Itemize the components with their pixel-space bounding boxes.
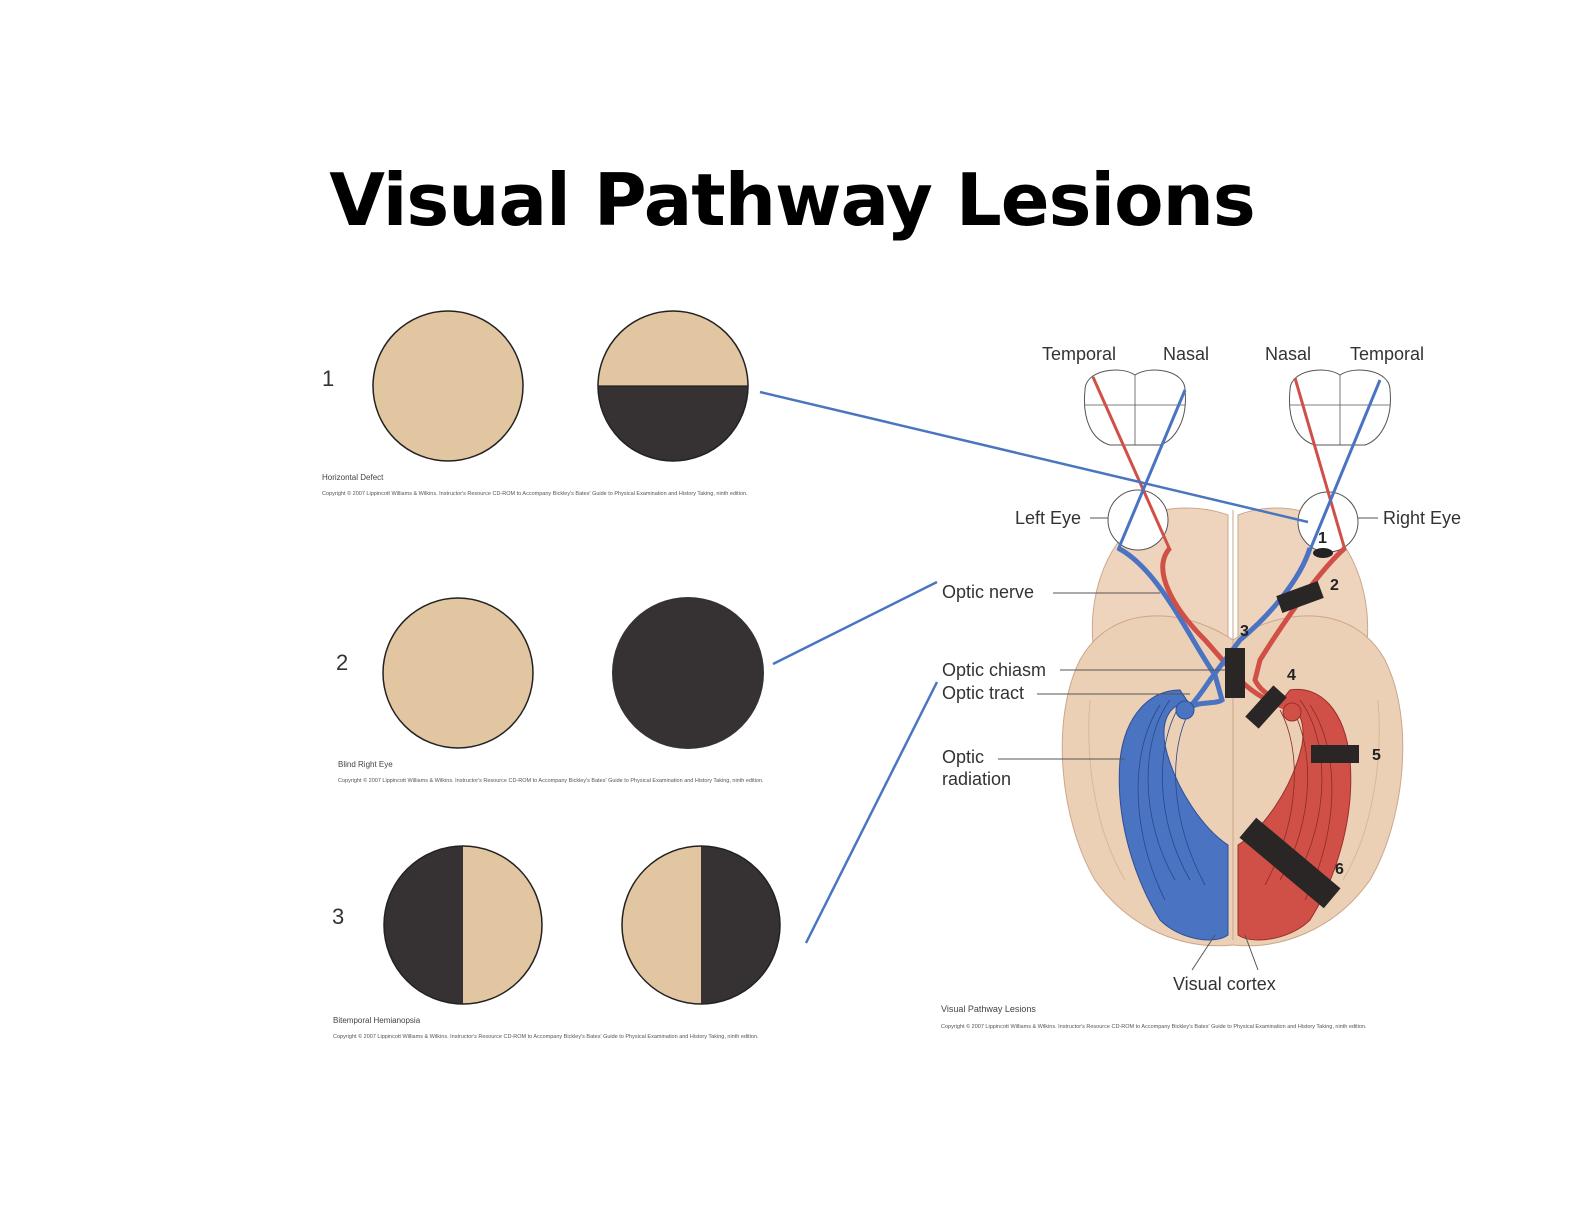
label-visual-cortex: Visual cortex xyxy=(1173,974,1276,994)
example-2-number: 2 xyxy=(336,650,349,675)
label-right-nasal: Nasal xyxy=(1265,344,1311,364)
lesion-6-number: 6 xyxy=(1335,861,1344,878)
example-2-copyright: Copyright © 2007 Lippincott Williams & W… xyxy=(338,778,764,784)
connector-3 xyxy=(804,681,939,944)
field-3-right xyxy=(621,845,781,1005)
lesion-6-bar xyxy=(1239,817,1341,909)
label-right-temporal: Temporal xyxy=(1350,344,1424,364)
label-left-temporal: Temporal xyxy=(1042,344,1116,364)
lesion-4-number: 4 xyxy=(1287,667,1296,684)
lesion-3-number: 3 xyxy=(1240,623,1249,640)
label-left-eye: Left Eye xyxy=(1015,508,1081,528)
field-2-right xyxy=(612,597,764,749)
label-left-nasal: Nasal xyxy=(1163,344,1209,364)
lesion-4-bar xyxy=(1245,685,1287,729)
diagram-caption: Visual Pathway Lesions xyxy=(941,1004,1036,1014)
label-optic-radiation-2: radiation xyxy=(942,769,1011,789)
label-right-eye: Right Eye xyxy=(1383,508,1461,528)
left-optic-nerve-blue xyxy=(1116,545,1225,712)
example-3-number: 3 xyxy=(332,904,345,929)
example-1-number: 1 xyxy=(322,366,335,391)
example-1-caption: Horizontal Defect xyxy=(322,473,384,482)
lesion-2-bar xyxy=(1276,581,1324,613)
example-2-caption: Blind Right Eye xyxy=(338,760,393,769)
example-3-caption: Bitemporal Hemianopsia xyxy=(333,1016,421,1025)
field-3-left xyxy=(383,845,543,1005)
lesion-5-bar xyxy=(1311,745,1359,763)
label-optic-chiasm: Optic chiasm xyxy=(942,660,1046,680)
page-title: Visual Pathway Lesions xyxy=(329,158,1255,242)
label-optic-tract: Optic tract xyxy=(942,683,1024,703)
label-optic-nerve: Optic nerve xyxy=(942,582,1034,602)
connector-2 xyxy=(772,580,938,666)
lesion-3-bar xyxy=(1225,648,1245,698)
lesion-5-number: 5 xyxy=(1372,747,1381,764)
connector-1 xyxy=(759,390,1309,524)
label-optic-radiation-1: Optic xyxy=(942,747,984,767)
field-1-left xyxy=(372,310,524,462)
field-1-right xyxy=(597,310,749,462)
diagram-copyright: Copyright © 2007 Lippincott Williams & W… xyxy=(941,1024,1367,1030)
field-2-left xyxy=(382,597,534,749)
example-1-copyright: Copyright © 2007 Lippincott Williams & W… xyxy=(322,491,748,497)
lesion-1-number: 1 xyxy=(1318,530,1327,547)
right-optic-nerve-blue xyxy=(1183,547,1313,714)
example-3-copyright: Copyright © 2007 Lippincott Williams & W… xyxy=(333,1034,759,1040)
lesion-2-number: 2 xyxy=(1330,577,1339,594)
